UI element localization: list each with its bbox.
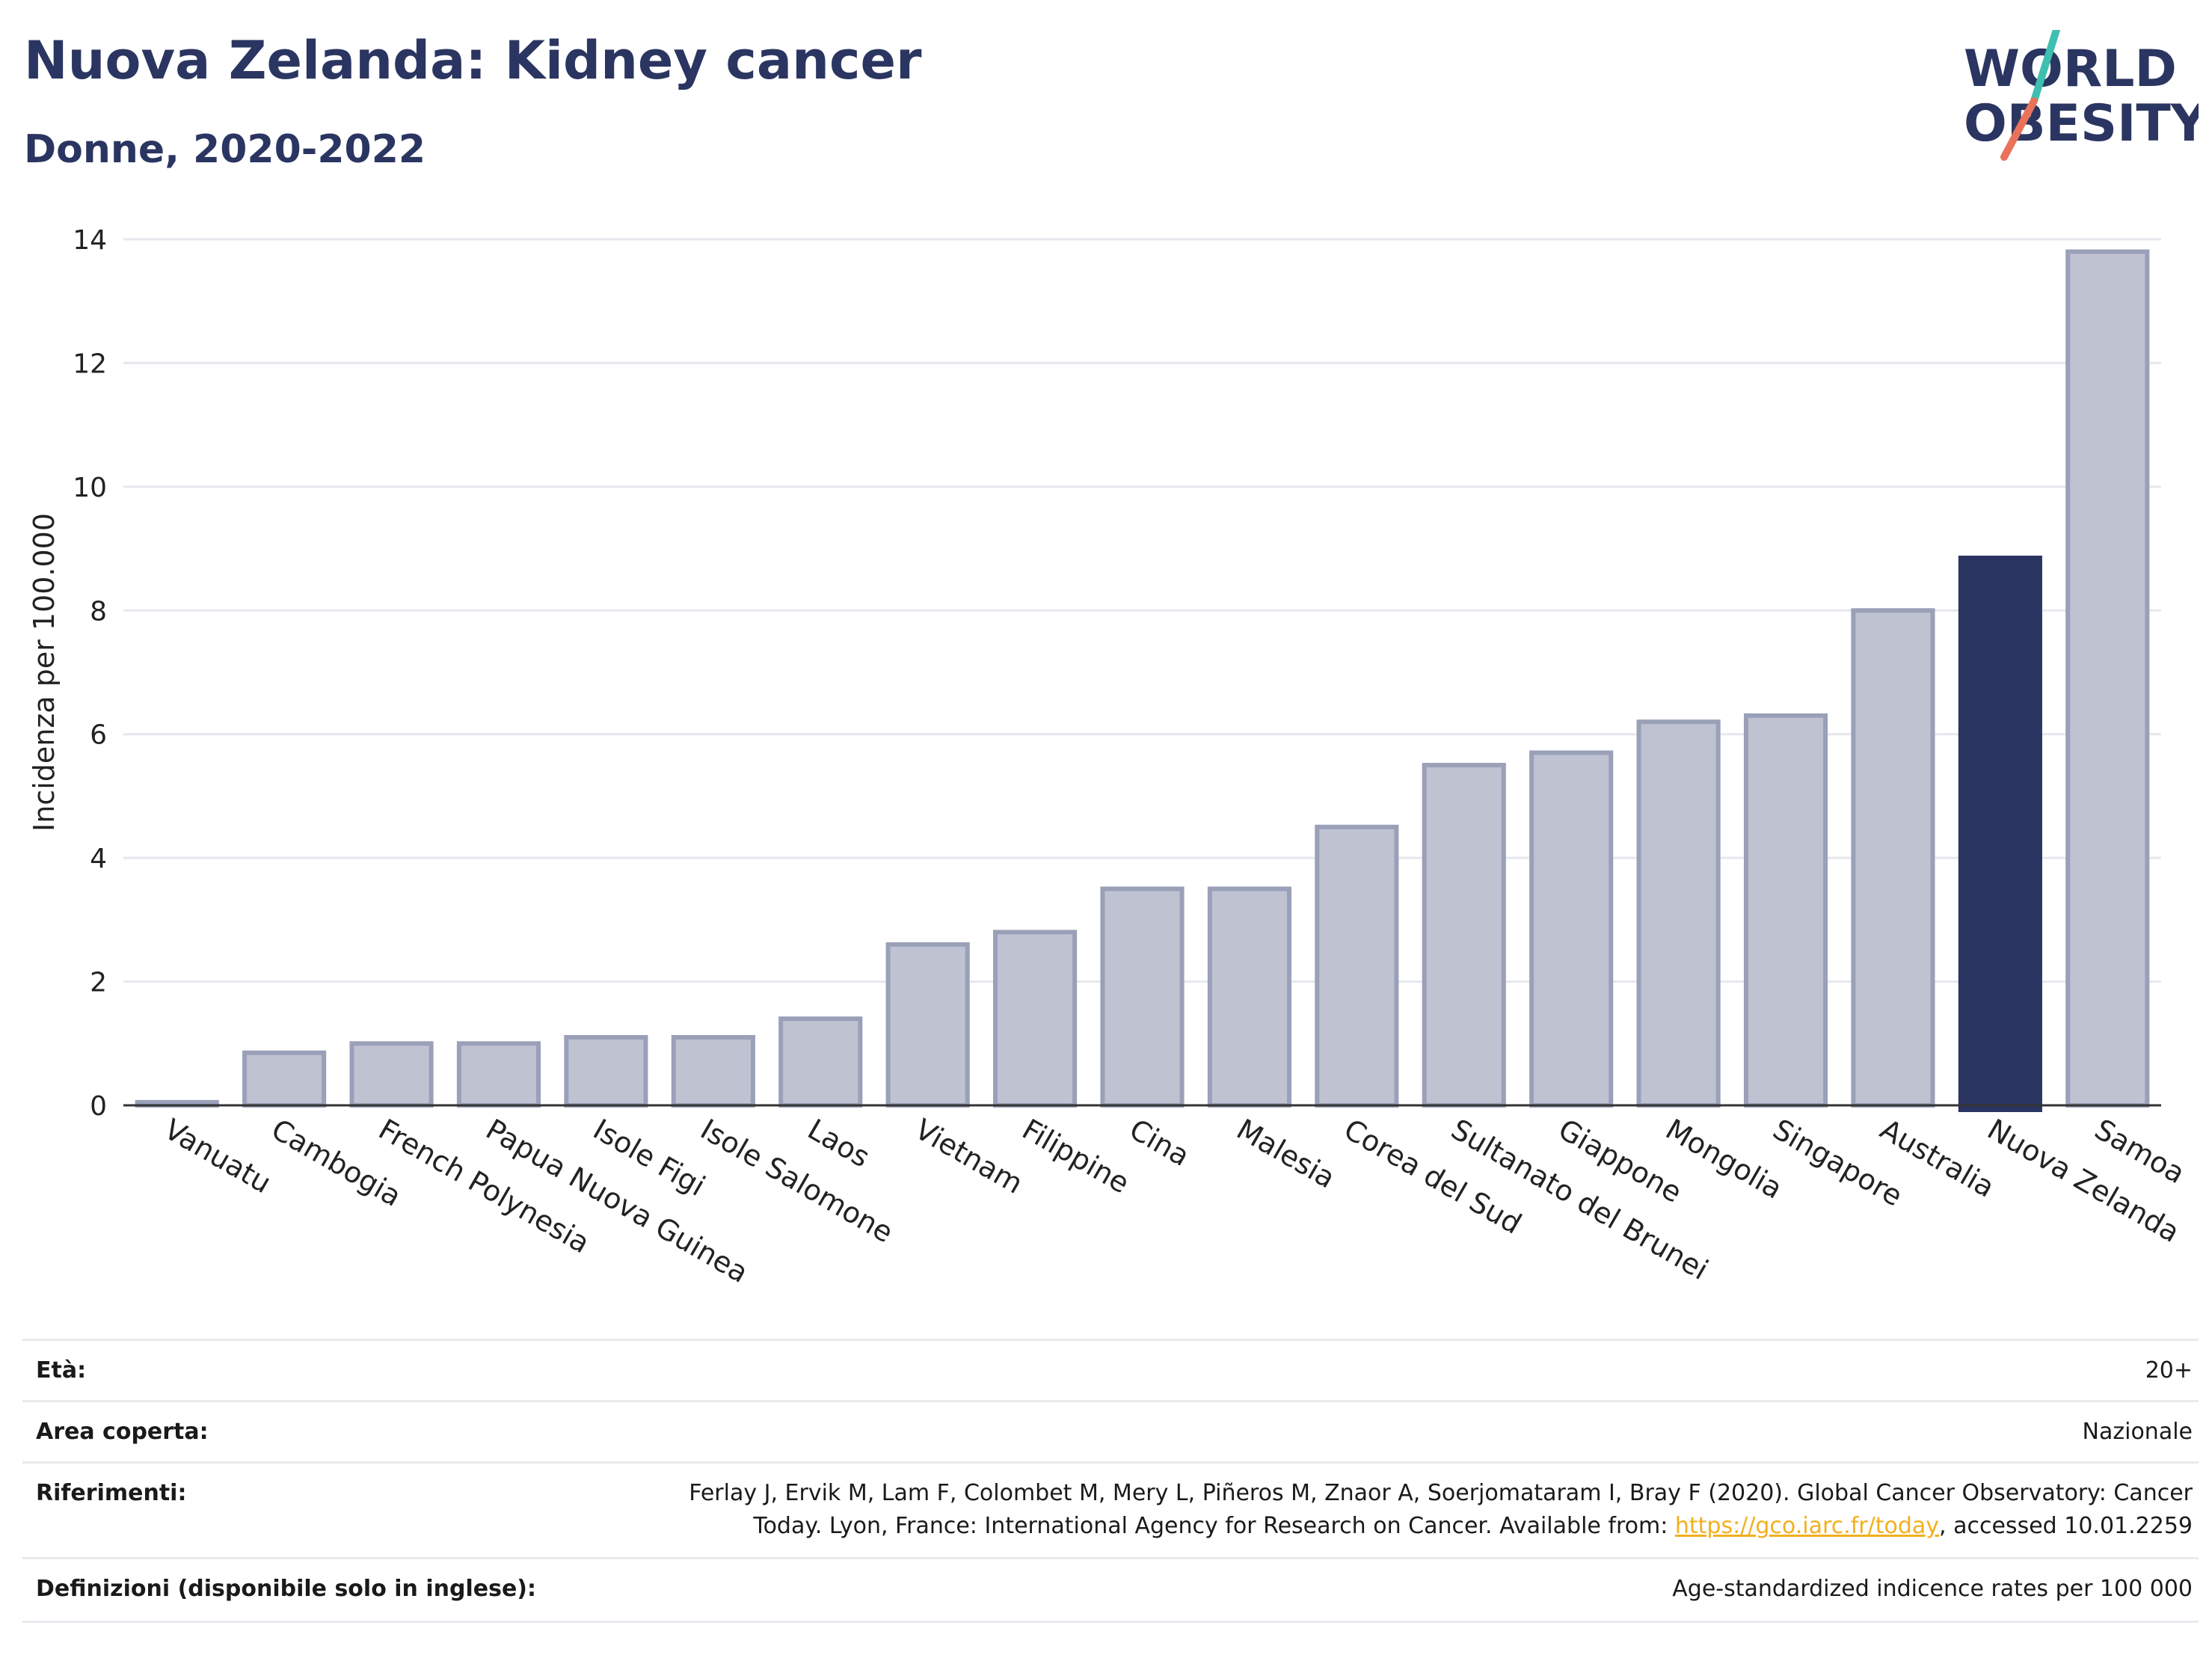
bar-giappone <box>1529 750 1614 1108</box>
y-tick-label: 6 <box>90 720 107 751</box>
bar-sultanato-del-brunei <box>1422 763 1506 1108</box>
bar-malesia <box>1207 886 1291 1108</box>
bar-vietnam <box>885 942 970 1108</box>
reference-text: Today. Lyon, France: International Agenc… <box>753 1513 1675 1539</box>
bar-filippine <box>993 930 1078 1108</box>
y-tick-label: 0 <box>90 1091 107 1122</box>
meta-label: Definizioni (disponibile solo in inglese… <box>36 1576 536 1602</box>
meta-row-definizioni: Definizioni (disponibile solo in inglese… <box>22 1557 2199 1623</box>
reference-accessed: , accessed 10.01.2259 <box>1939 1513 2193 1539</box>
meta-value: 20+ <box>2145 1357 2193 1384</box>
x-tick-label: Vanuatu <box>159 1113 277 1200</box>
logo-line1: WORLD <box>1964 40 2177 99</box>
bar-corea-del-sud <box>1315 824 1399 1108</box>
bar-cambogia <box>242 1050 327 1108</box>
page-subtitle: Donne, 2020-2022 <box>24 127 426 172</box>
meta-label: Età: <box>36 1357 87 1384</box>
bar-laos <box>778 1016 863 1108</box>
logo-line2: OBESITY <box>1964 94 2199 153</box>
reference-line1: Ferlay J, Ervik M, Lam F, Colombet M, Me… <box>689 1480 2193 1506</box>
x-tick-label: Corea del Sud <box>1339 1113 1527 1241</box>
x-tick-label: Filippine <box>1017 1113 1135 1200</box>
bar-isole-figi <box>564 1035 648 1108</box>
logo-slash-teal <box>2030 30 2060 105</box>
logo-slash-red <box>2000 97 2038 161</box>
bar-nuova-zelanda <box>1958 555 2042 1112</box>
x-tick-label: Cina <box>1124 1113 1195 1173</box>
bar-mongolia <box>1636 719 1721 1108</box>
meta-label: Area coperta: <box>36 1419 209 1445</box>
bar-cina <box>1100 886 1185 1108</box>
x-tick-label: Laos <box>802 1113 876 1174</box>
bar-singapore <box>1743 713 1828 1108</box>
meta-value: Age-standardized indicence rates per 100… <box>1672 1576 2193 1602</box>
meta-row-eta: Età: 20+ <box>22 1339 2199 1402</box>
y-tick-label: 14 <box>73 225 107 256</box>
meta-value-references: Ferlay J, Ervik M, Lam F, Colombet M, Me… <box>689 1477 2193 1543</box>
y-tick-label: 2 <box>90 968 107 998</box>
y-tick-label: 4 <box>90 844 107 874</box>
bar-papua-nuova-guinea <box>456 1041 541 1108</box>
bar-samoa <box>2065 249 2150 1108</box>
x-tick-label: Malesia <box>1231 1113 1340 1195</box>
meta-value: Nazionale <box>2082 1419 2193 1445</box>
reference-link[interactable]: https://gco.iarc.fr/today <box>1674 1513 1940 1539</box>
x-tick-label: Nuova Zelanda <box>1982 1113 2185 1249</box>
y-axis-label: Incidenza per 100.000 <box>28 513 61 832</box>
bar-isole-salomone <box>671 1035 755 1108</box>
y-tick-label: 10 <box>73 473 107 503</box>
bar-french-polynesia <box>349 1041 434 1108</box>
page-title: Nuova Zelanda: Kidney cancer <box>24 30 922 91</box>
bar-australia <box>1851 608 1935 1108</box>
y-tick-labels: 0 2 4 6 8 10 12 14 <box>73 225 107 1122</box>
world-obesity-logo: WORLD OBESITY <box>1964 30 2199 161</box>
x-tick-label: Isole Salomone <box>695 1113 898 1250</box>
meta-label: Riferimenti: <box>36 1480 187 1506</box>
meta-row-riferimenti: Riferimenti: Ferlay J, Ervik M, Lam F, C… <box>22 1461 2199 1559</box>
y-tick-label: 8 <box>90 596 107 627</box>
reference-line2: Today. Lyon, France: International Agenc… <box>689 1510 2193 1543</box>
x-tick-label: Vietnam <box>909 1113 1028 1200</box>
meta-row-area: Area coperta: Nazionale <box>22 1400 2199 1464</box>
y-tick-label: 12 <box>73 348 107 379</box>
